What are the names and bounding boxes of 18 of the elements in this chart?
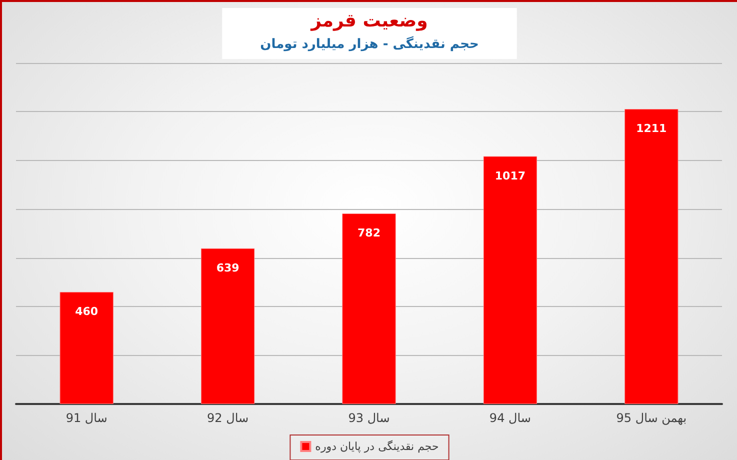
data-label: 1211 xyxy=(636,122,667,136)
bar xyxy=(342,214,396,404)
bar xyxy=(60,292,114,404)
bar xyxy=(483,156,538,404)
data-label: 1017 xyxy=(494,169,526,182)
x-tick-label: سال 93 xyxy=(348,411,390,425)
data-label: 639 xyxy=(216,261,240,274)
x-tick-label: سال 92 xyxy=(207,411,249,425)
x-tick-label: سال 94 xyxy=(489,411,531,425)
chart-title: وضعیت قرمز xyxy=(310,10,428,32)
bar xyxy=(624,109,678,404)
chart-subtitle: حجم نقدینگی - هزار میلیارد تومان xyxy=(260,36,479,52)
data-label: 460 xyxy=(75,304,98,318)
data-label: 782 xyxy=(358,226,380,240)
legend-label: حجم نقدینگی در پایان دوره xyxy=(315,440,439,453)
x-tick-label: سال 91 xyxy=(66,411,108,425)
x-tick-label: بهمن سال 95 xyxy=(616,411,687,425)
bar xyxy=(200,248,255,404)
